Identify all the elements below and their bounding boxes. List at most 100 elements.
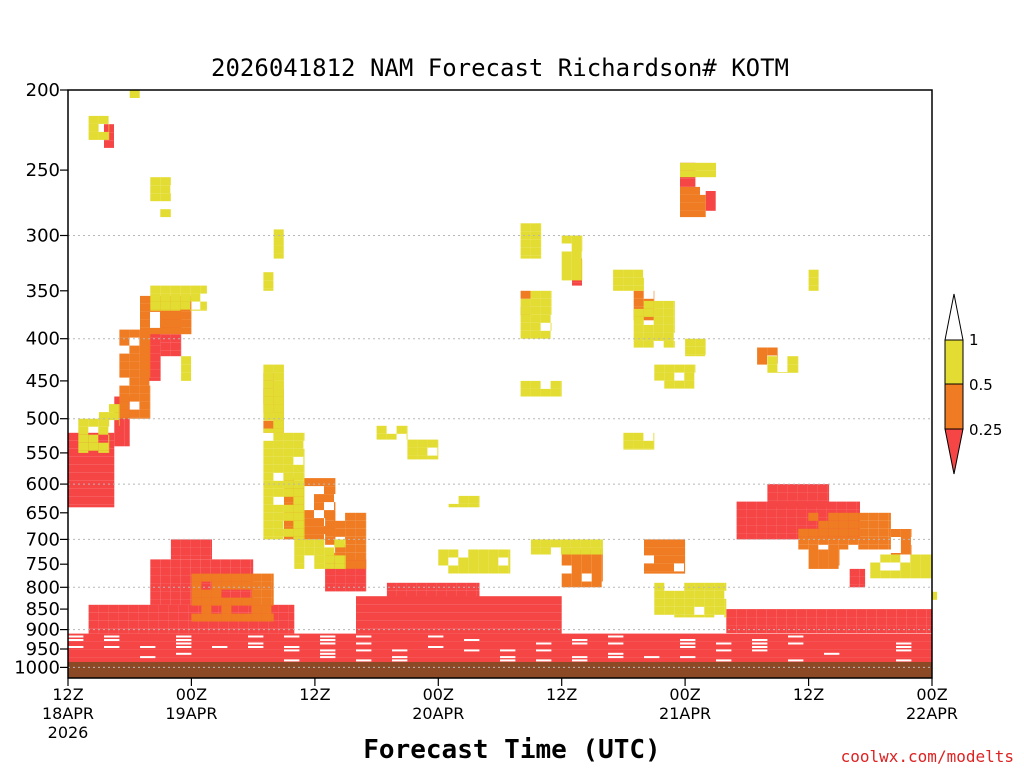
ri-cell [119,337,130,346]
ri-cell [298,633,308,642]
ri-cell [663,316,674,325]
ri-gap [896,646,912,648]
ri-cell [674,571,684,574]
ri-cell [705,191,716,199]
ri-cell [767,492,778,501]
ri-cell [530,330,541,339]
ri-cell [817,484,828,493]
ri-cell [674,555,684,564]
ri-cell [304,539,315,548]
ri-cell [918,657,928,662]
ri-cell [710,170,716,178]
ri-cell [787,492,798,501]
ri-cell [365,552,367,561]
ri-cell [550,539,561,548]
ri-cell [768,649,778,658]
ri-cell [208,604,219,613]
ri-cell [108,442,110,451]
ri-cell [798,649,808,658]
ri-cell [268,641,278,650]
ri-cell [108,657,118,662]
ri-cell [581,243,583,252]
ri-cell [488,657,498,662]
ri-cell [508,641,518,650]
ri-cell [818,520,829,529]
ri-cell [778,657,788,662]
ri-cell [325,520,336,529]
ri-cell [108,641,118,650]
ri-cell [407,447,418,456]
ri-cell [160,353,161,362]
ri-cell [268,649,278,658]
ri-cell [78,649,88,658]
ri-cell [685,338,696,347]
ri-cell [916,609,927,618]
ri-cell [149,409,151,418]
ri-cell [808,565,819,569]
ri-cell [530,247,541,256]
ri-cell [261,573,272,582]
ri-cell [88,612,99,621]
ri-cell [198,649,208,658]
ri-cell [548,641,558,650]
x-tick-time: 12Z [546,685,577,704]
ri-cell [700,202,706,211]
ri-cell [288,628,295,634]
ri-cell [757,347,768,356]
ri-cell [870,562,881,571]
ri-cell [638,649,648,658]
ri-cell [314,526,324,535]
ri-cell [129,393,140,402]
ri-cell [418,641,428,650]
ri-cell [119,361,130,370]
ri-cell [526,628,536,634]
ri-cell [708,649,718,658]
ri-gap [176,652,192,655]
ri-cell [817,492,828,501]
ri-cell [718,649,728,658]
ri-cell [673,316,675,325]
ri-cell [476,612,486,621]
ri-cell [148,612,159,621]
ri-cell [700,194,706,203]
ri-cell [520,223,531,232]
ri-cell [486,596,496,605]
ri-cell [658,633,668,642]
ri-cell [406,582,417,591]
x-tick-time: 00Z [669,685,700,704]
ri-cell [690,202,700,211]
ri-cell [188,641,198,650]
ri-cell [128,657,138,662]
ri-cell [263,496,274,505]
ri-cell [160,377,161,381]
ri-cell [807,500,818,508]
ri-cell [540,231,542,240]
ri-cell [160,345,161,354]
ri-cell [690,170,700,178]
ri-cell [119,353,130,362]
ri-cell [654,590,665,599]
ri-cell [88,418,99,427]
ri-cell [446,590,457,599]
ri-cell [283,372,284,381]
ri-cell [417,447,428,456]
ri-cell [426,604,436,613]
ri-cell [228,604,239,613]
ri-cell [757,355,768,364]
ri-cell [273,404,284,413]
ri-cell [758,633,768,642]
ri-cell [848,520,859,529]
ri-cell [273,420,284,429]
ri-cell [908,633,918,642]
ri-cell [436,598,447,601]
ri-cell [777,492,788,501]
ri-cell [618,633,628,642]
ri-cell [588,633,598,642]
ri-cell [518,633,528,642]
ri-cell [516,596,526,605]
ri-cell [920,554,931,563]
ri-cell [198,641,208,650]
ri-cell [673,340,675,348]
ri-cell [368,657,378,662]
ri-cell [308,657,318,662]
